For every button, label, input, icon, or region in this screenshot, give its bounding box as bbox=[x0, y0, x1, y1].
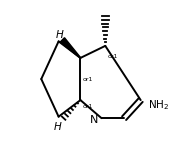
Text: N: N bbox=[90, 115, 99, 125]
Text: or1: or1 bbox=[83, 104, 93, 109]
Text: or1: or1 bbox=[83, 77, 93, 82]
Text: or1: or1 bbox=[107, 54, 118, 59]
Text: H: H bbox=[55, 30, 63, 40]
Polygon shape bbox=[60, 38, 81, 58]
Text: H: H bbox=[54, 122, 62, 132]
Text: NH$_2$: NH$_2$ bbox=[148, 98, 169, 112]
